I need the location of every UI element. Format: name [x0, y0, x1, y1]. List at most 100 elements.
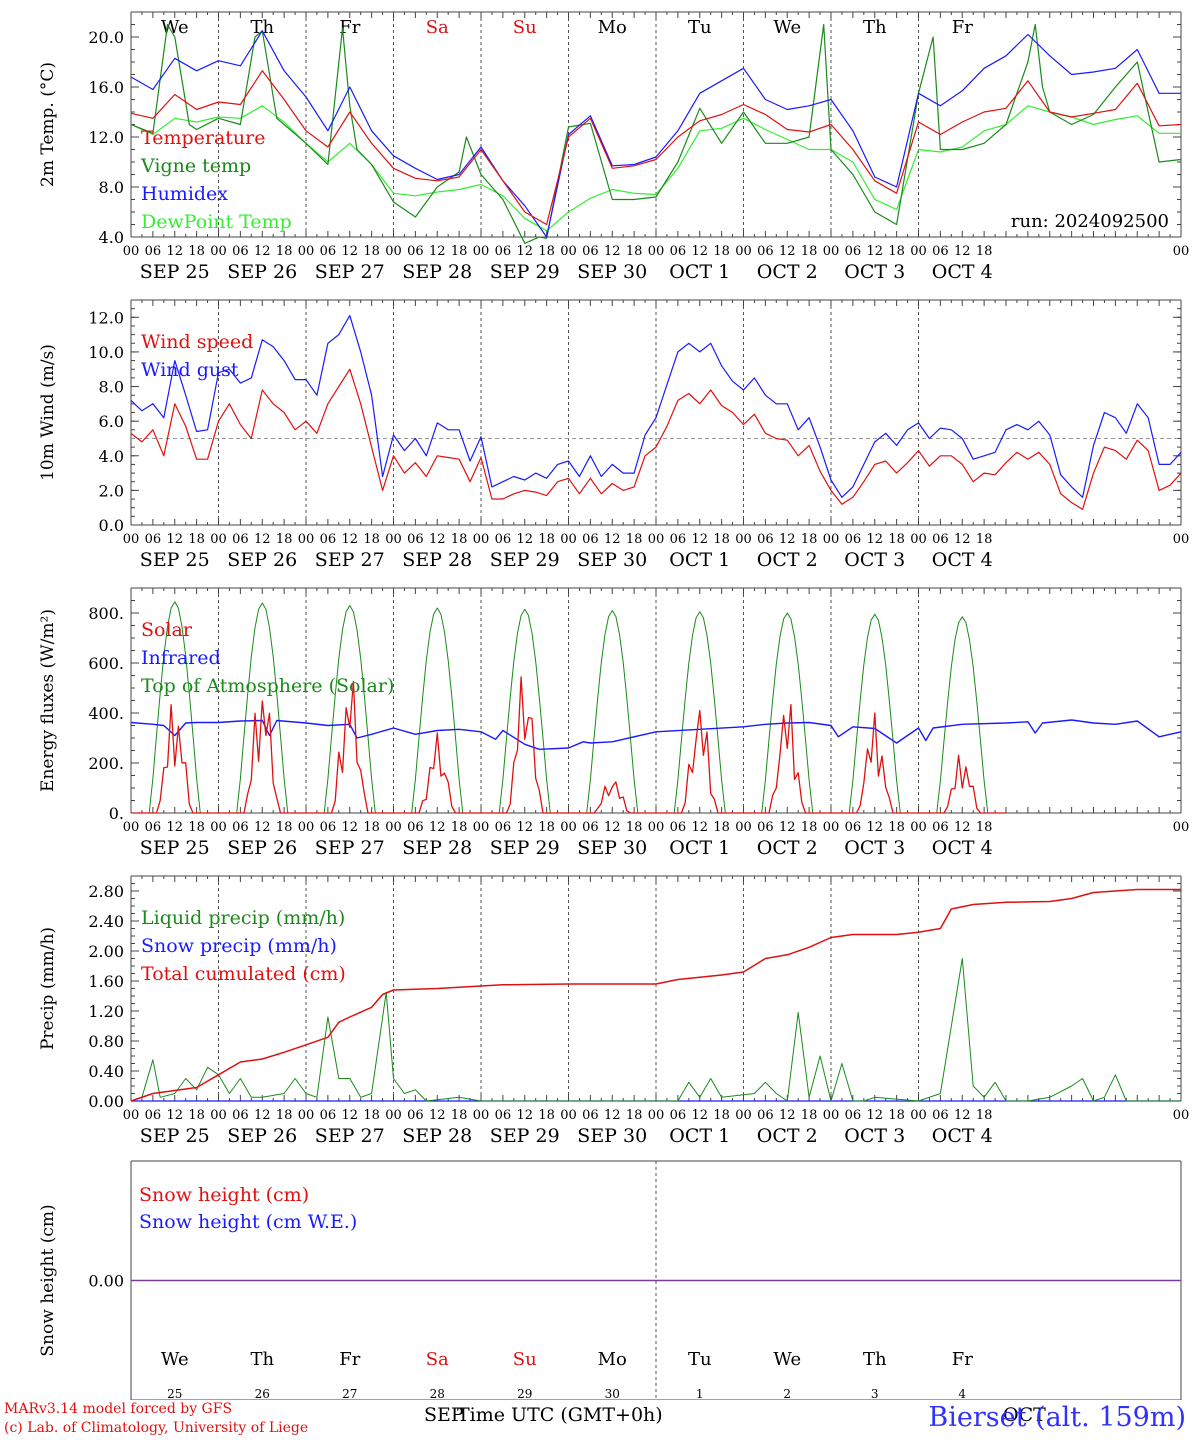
hour-tick-label: 06: [670, 244, 687, 259]
date-label: SEP 27: [315, 261, 385, 283]
hour-tick-label: 12: [604, 244, 621, 259]
date-label: SEP 26: [227, 261, 297, 283]
hour-tick-label: 06: [145, 820, 162, 835]
series-line-humidex: [130, 30, 1181, 238]
hour-tick-label: 06: [495, 532, 512, 547]
y-tick-label: 8.0: [99, 178, 124, 197]
day-number-label: 26: [255, 1387, 270, 1400]
hour-tick-label: 00: [123, 532, 140, 547]
hour-tick-label: 00: [385, 1108, 402, 1123]
date-label: OCT 1: [669, 549, 730, 571]
station-label: Bierset (alt. 159m): [928, 1402, 1186, 1433]
date-label: SEP 28: [402, 549, 472, 571]
hour-tick-label: 18: [626, 820, 643, 835]
hour-tick-label: 06: [845, 820, 862, 835]
date-label: OCT 2: [757, 549, 818, 571]
hour-tick-label: 12: [691, 820, 708, 835]
y-tick-label: 16.0: [88, 78, 124, 97]
y-tick-label: 4.0: [99, 228, 124, 247]
weekday-label: Fr: [339, 17, 360, 38]
hour-tick-label: 18: [451, 532, 468, 547]
hour-tick-label: 00: [1173, 244, 1190, 259]
date-label: OCT 1: [669, 837, 730, 859]
legend-entry: Infrared: [141, 647, 221, 669]
hour-tick-label: 00: [910, 1108, 927, 1123]
y-tick-label: 800.: [88, 604, 124, 623]
panel-5-y-axis: 0.00 Snow height (cm): [38, 1204, 1181, 1357]
date-label: SEP 29: [490, 549, 560, 571]
panel-1-y-axis: 4.0 8.0 12.0 16.0 20.0 2m Temp. (°C): [38, 11, 1181, 247]
meteogram-chart: 4.08.012.016.020.02m Temp. (°C)00 06 12 18S…: [38, 11, 1190, 1400]
hour-tick-label: 00: [735, 1108, 752, 1123]
hour-tick-label: 18: [626, 244, 643, 259]
date-label: SEP 25: [140, 1125, 210, 1147]
date-label: SEP 30: [577, 1125, 647, 1147]
hour-tick-label: 18: [801, 1108, 818, 1123]
hour-tick-label: 18: [888, 1108, 905, 1123]
hour-tick-label: 12: [166, 1108, 183, 1123]
hour-tick-label: 12: [779, 244, 796, 259]
hour-tick-label: 12: [779, 1108, 796, 1123]
hour-tick-label: 06: [495, 820, 512, 835]
legend-entry: Liquid precip (mm/h): [141, 907, 345, 929]
hour-tick-label: 00: [648, 244, 665, 259]
hour-tick-label: 06: [232, 244, 249, 259]
weekday-label: We: [773, 1349, 801, 1370]
date-label: SEP 28: [402, 837, 472, 859]
legend-entry: Solar: [141, 619, 193, 641]
hour-tick-label: 12: [429, 532, 446, 547]
weekday-label: Sa: [426, 1349, 449, 1370]
date-label: OCT 3: [844, 261, 905, 283]
hour-tick-label: 12: [341, 532, 358, 547]
hour-tick-label: 06: [407, 1108, 424, 1123]
date-label: OCT 2: [757, 1125, 818, 1147]
hour-tick-label: 18: [888, 820, 905, 835]
legend-entry: Temperature: [141, 127, 265, 149]
hour-tick-label: 18: [538, 532, 555, 547]
hour-tick-label: 00: [1173, 532, 1190, 547]
hour-tick-label: 12: [429, 244, 446, 259]
hour-tick-label: 00: [123, 244, 140, 259]
hour-tick-label: 06: [932, 1108, 949, 1123]
hour-tick-label: 12: [604, 820, 621, 835]
day-number-label: 30: [605, 1387, 620, 1400]
hour-tick-label: 00: [735, 820, 752, 835]
legend-entry: Top of Atmosphere (Solar): [141, 675, 394, 697]
date-label: OCT 3: [844, 549, 905, 571]
hour-tick-label: 12: [604, 1108, 621, 1123]
hour-tick-label: 00: [298, 532, 315, 547]
weekday-label: Th: [250, 17, 274, 38]
series-line-total-cumulated: [130, 888, 1181, 1102]
hour-tick-label: 00: [473, 532, 490, 547]
hour-tick-label: 06: [932, 820, 949, 835]
series-line-temperature: [130, 70, 1182, 226]
series-line-wind-gust: [130, 315, 1182, 498]
hour-tick-label: 06: [582, 244, 599, 259]
hour-tick-label: 18: [713, 1108, 730, 1123]
date-label: SEP 25: [140, 549, 210, 571]
hour-tick-label: 06: [582, 532, 599, 547]
hour-tick-label: 18: [713, 532, 730, 547]
hour-tick-label: 18: [188, 820, 205, 835]
y-tick-label: 0.: [109, 804, 124, 823]
legend-entry: Snow precip (mm/h): [141, 935, 337, 957]
hour-tick-label: 18: [363, 532, 380, 547]
date-label: OCT 1: [669, 261, 730, 283]
hour-tick-label: 00: [298, 1108, 315, 1123]
hour-tick-label: 12: [954, 244, 971, 259]
date-label: OCT 2: [757, 837, 818, 859]
panel-3-y-axis: 0. 200. 400. 600. 800. Energy fluxes (W/m²): [38, 587, 1181, 823]
date-label: SEP 26: [227, 549, 297, 571]
hour-tick-label: 06: [495, 244, 512, 259]
hour-tick-label: 18: [888, 244, 905, 259]
date-label: SEP 28: [402, 261, 472, 283]
hour-tick-label: 18: [626, 532, 643, 547]
hour-tick-label: 00: [560, 1108, 577, 1123]
hour-tick-label: 00: [560, 820, 577, 835]
date-label: SEP 29: [490, 1125, 560, 1147]
month-label-oct: OCT: [1003, 1404, 1046, 1426]
hour-tick-label: 12: [429, 1108, 446, 1123]
legend-entry: Snow height (cm): [139, 1184, 309, 1206]
date-label: SEP 30: [577, 261, 647, 283]
